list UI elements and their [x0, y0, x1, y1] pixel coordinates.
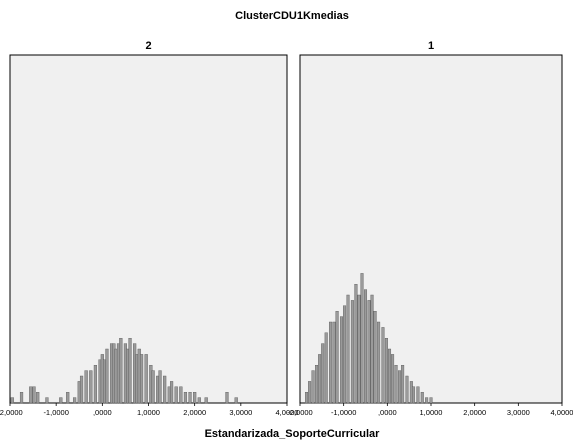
histogram-bar: [363, 289, 368, 404]
x-tick-label: 1,0000: [420, 408, 443, 417]
x-tick-label: 3,0000: [229, 408, 252, 417]
histogram-bar: [144, 354, 148, 404]
x-tick-label: 2,0000: [183, 408, 206, 417]
histogram-bar: [360, 273, 364, 404]
histogram-bar: [381, 327, 385, 404]
histogram-bar: [139, 354, 144, 404]
histogram-bar: [394, 365, 398, 404]
histogram-bar: [163, 375, 167, 404]
panel-2: 2 -2,0000 -1,0000 ,0000 1,0000 2,0000 3,0000 4,…: [0, 40, 298, 417]
x-tick-label: ,0000: [93, 408, 112, 417]
histogram-bar: [367, 300, 371, 404]
histogram-bar: [36, 392, 40, 404]
panel-label: 1: [428, 40, 434, 52]
histogram-bar: [335, 311, 339, 404]
x-tick-label: 2,0000: [463, 408, 486, 417]
histogram-bar: [343, 305, 347, 404]
histogram-bar: [169, 381, 174, 404]
x-tick-label: -1,0000: [331, 408, 356, 417]
histogram-bar: [329, 321, 333, 404]
histogram-bar: [234, 397, 238, 404]
histogram-bar: [10, 397, 14, 404]
histogram-bar: [105, 348, 109, 404]
histogram-bar: [420, 392, 424, 404]
histogram-bar: [332, 321, 336, 404]
x-axis-label: Estandarizada_SoporteCurricular: [205, 428, 381, 440]
histogram-bar: [197, 397, 201, 404]
histogram-bar: [308, 381, 312, 404]
histogram-bar: [315, 365, 319, 404]
histogram-bar: [305, 392, 309, 404]
histogram-bar: [151, 370, 155, 404]
histogram-bar: [405, 375, 409, 404]
histogram-bar: [174, 386, 178, 404]
panel-frame: [9, 54, 288, 404]
histogram-bar: [158, 370, 162, 404]
histogram-bar: [193, 392, 197, 404]
histogram-bar: [377, 321, 381, 404]
histogram-bar: [311, 370, 315, 404]
x-tick-label: 4,0000: [551, 408, 573, 417]
histogram-bar: [66, 392, 70, 404]
histogram-bar: [416, 386, 420, 404]
histogram-bar: [339, 316, 343, 404]
x-tick-label: 3,0000: [507, 408, 530, 417]
x-tick-label: -1,0000: [43, 408, 68, 417]
histogram-bar: [346, 294, 350, 404]
histogram-bar: [183, 392, 188, 404]
histogram-bar: [398, 370, 402, 404]
histogram-bar: [89, 370, 93, 404]
histogram-bar: [373, 311, 377, 404]
x-tick-label: 4,0000: [276, 408, 299, 417]
histogram-bar: [29, 386, 33, 404]
histogram-bar: [59, 397, 63, 404]
histogram-bar: [357, 294, 361, 404]
histogram-bar: [93, 365, 97, 404]
histogram-bar: [350, 300, 354, 404]
histogram-bar: [370, 294, 374, 404]
histogram-bar: [19, 392, 24, 404]
x-tick-label: -2,0000: [0, 408, 23, 417]
chart-title: ClusterCDU1Kmedias: [235, 10, 349, 22]
panels: 2-2,0000-1,0000,00001,00002,00003,00004,…: [0, 40, 573, 417]
histogram-bar: [391, 354, 395, 404]
histogram-bar: [204, 397, 208, 404]
histogram-bar: [425, 397, 429, 404]
panel-1: 1 -2,0000 -1,0000 ,0000 1,0000 2,0000 3,0000 4,…: [287, 40, 573, 417]
histogram-bar: [388, 348, 392, 404]
histogram-bar: [429, 397, 433, 404]
histogram-bar: [79, 375, 84, 404]
histogram-bar: [128, 338, 132, 404]
histogram-bar: [119, 338, 123, 404]
histogram-bar: [179, 386, 183, 404]
histogram-bar: [225, 392, 229, 404]
histogram-bar: [84, 370, 88, 404]
x-tick-label: ,0000: [378, 408, 397, 417]
histogram-bar: [318, 354, 322, 404]
histogram-bar: [45, 397, 49, 404]
histogram-bar: [73, 397, 77, 404]
panel-label: 2: [145, 40, 151, 52]
histogram-bar: [384, 338, 388, 404]
histogram-bar: [324, 332, 328, 404]
histogram-bar: [401, 365, 405, 404]
x-tick-label: -2,0000: [287, 408, 312, 417]
x-tick-label: 1,0000: [137, 408, 160, 417]
histogram-bar: [412, 386, 416, 404]
histogram-bar: [321, 343, 325, 404]
histogram-bar: [32, 386, 36, 404]
panel-frame: [299, 54, 563, 404]
histogram-bar: [354, 284, 358, 404]
histogram-bar: [188, 392, 192, 404]
